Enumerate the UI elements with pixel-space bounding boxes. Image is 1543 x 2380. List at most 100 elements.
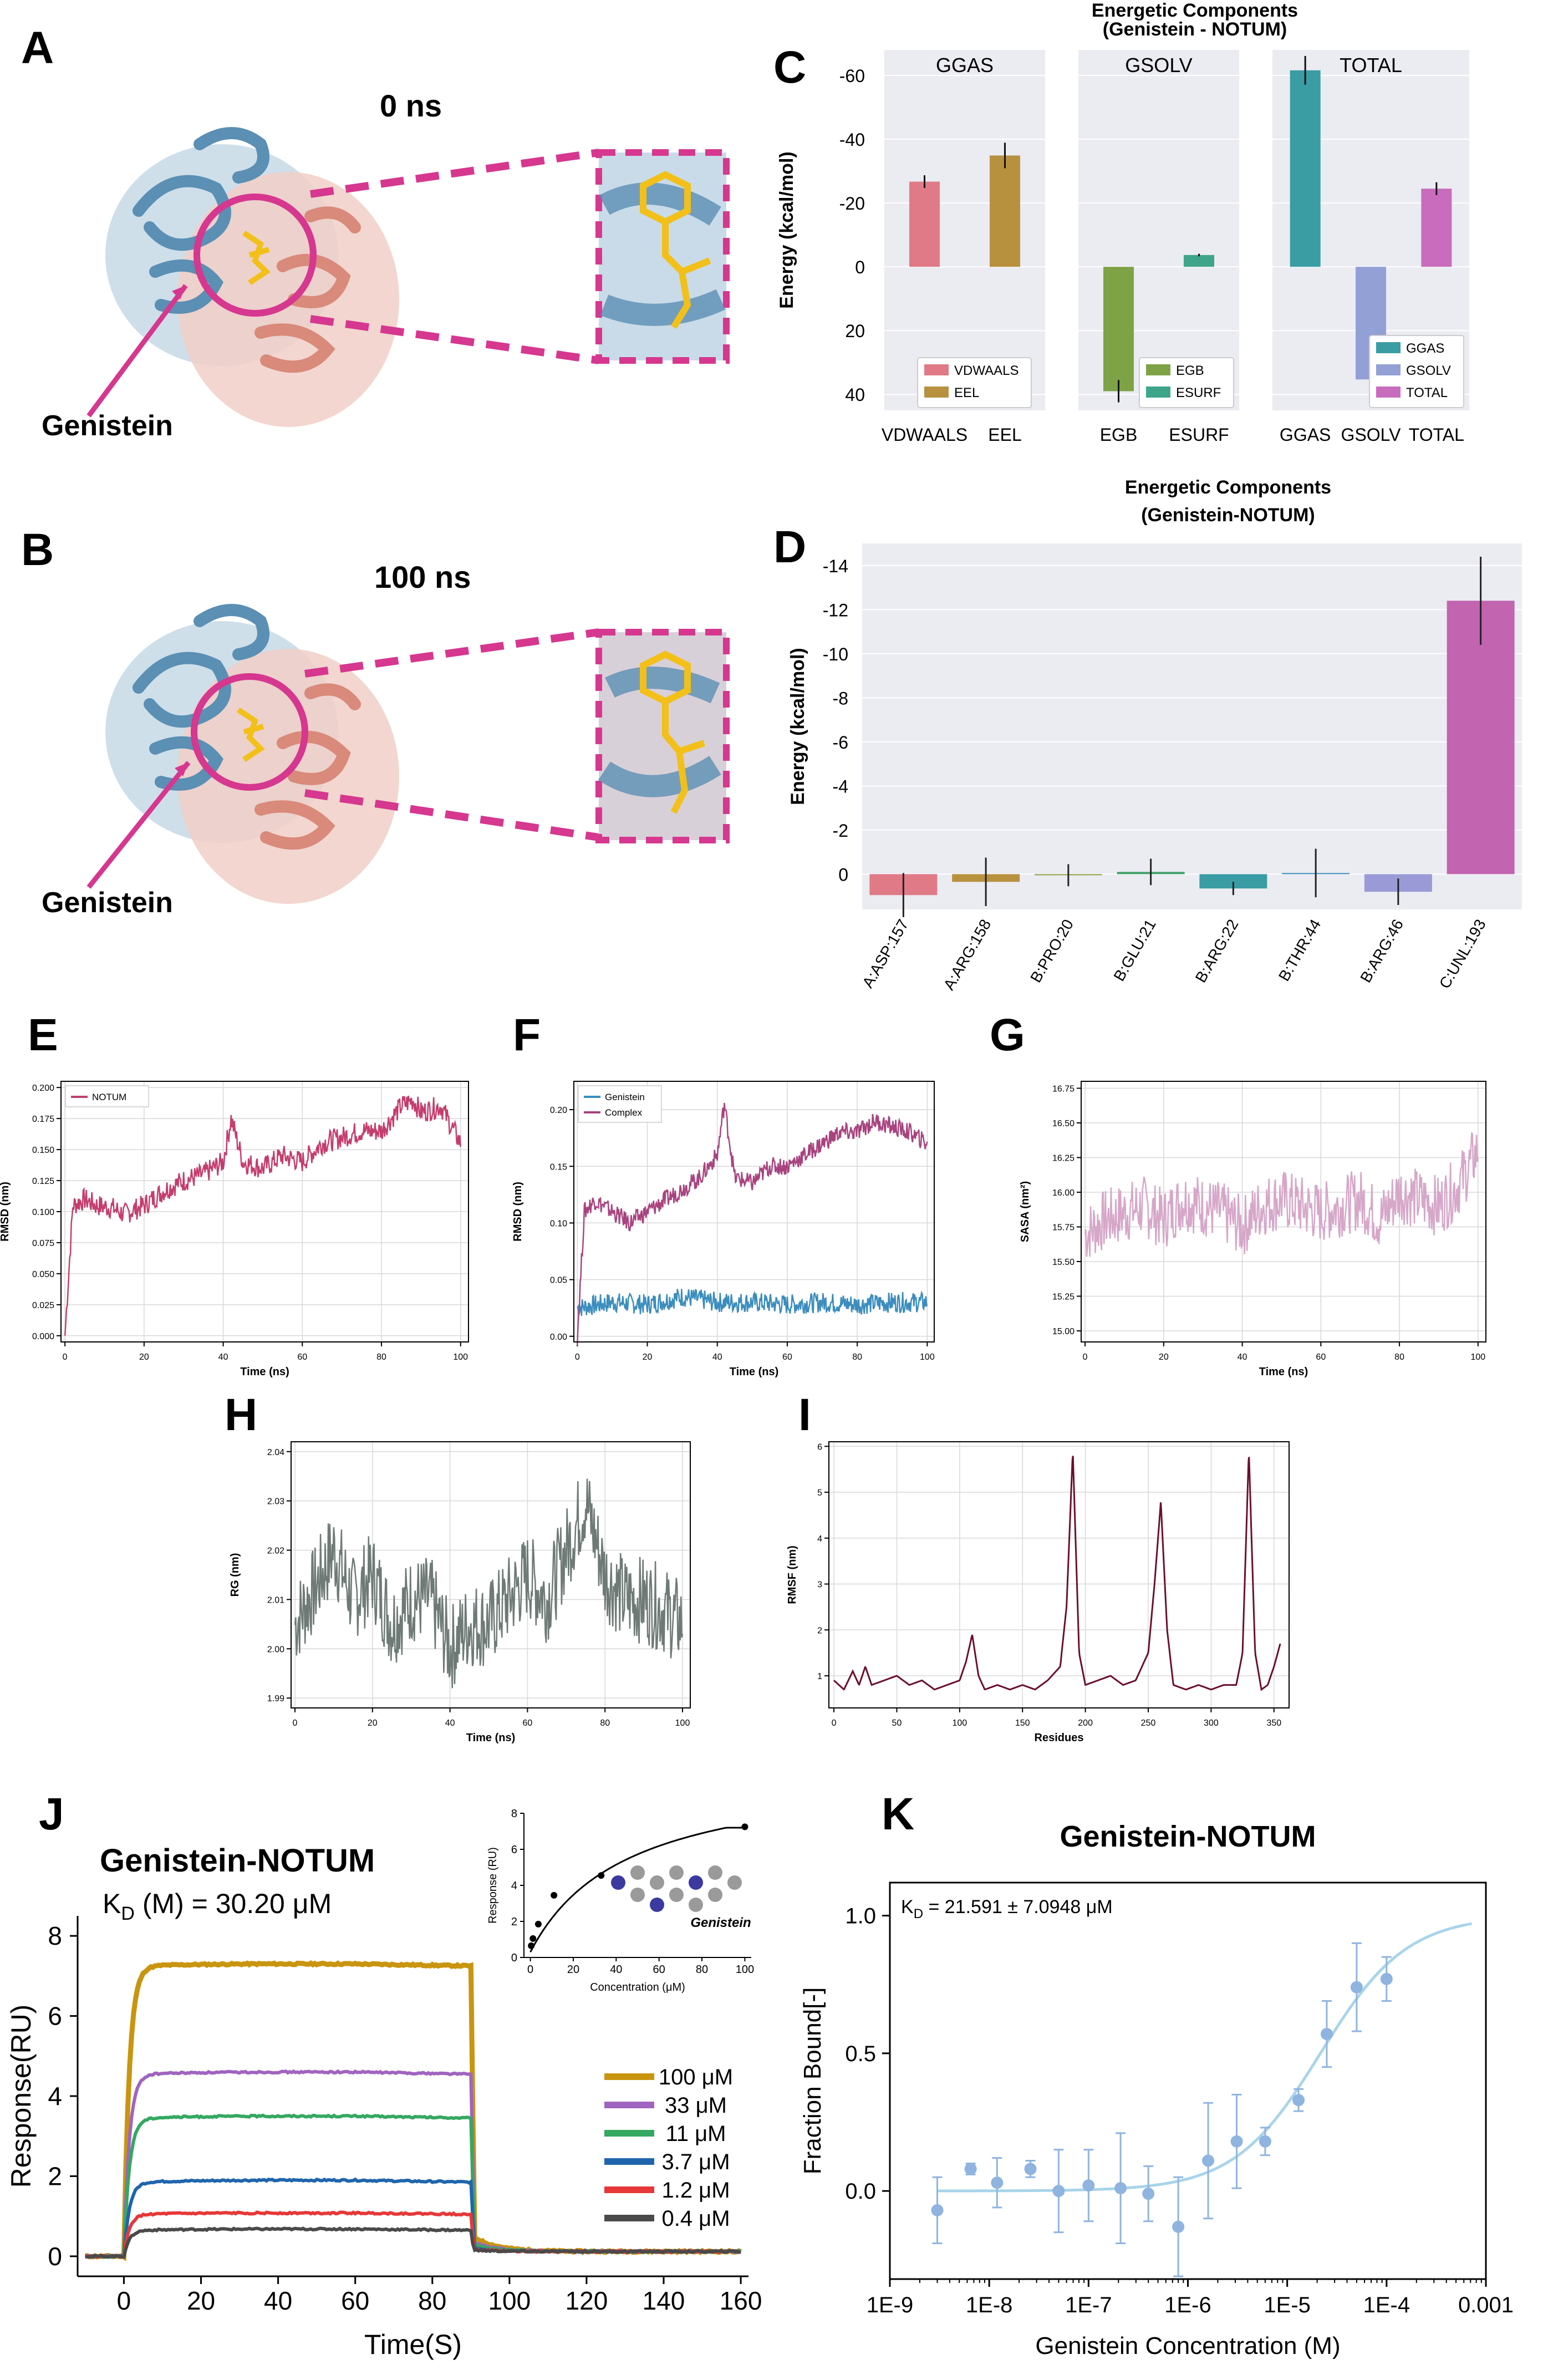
plot-background <box>829 1442 1289 1708</box>
y-tick-label: 0.5 <box>845 2042 876 2066</box>
panel-letter-k: K <box>882 1789 915 1839</box>
y-axis-label: Fraction Bound[-] <box>799 1987 826 2175</box>
legend-label: 11 μM <box>665 2122 726 2146</box>
y-tick-label: 2 <box>48 2162 62 2190</box>
helix-salmon <box>254 206 361 373</box>
zoom-line-bottom <box>304 789 600 841</box>
x-tick-label: 60 <box>341 2286 369 2315</box>
x-tick-label: GSOLV <box>1341 425 1402 445</box>
y-tick-label: -4 <box>833 776 848 796</box>
ligand-arrowhead <box>175 762 189 776</box>
x-tick-label: 20 <box>643 1352 653 1362</box>
y-tick-label: 0.000 <box>32 1332 54 1341</box>
legend-label: 100 μM <box>659 2065 733 2089</box>
y-axis-label: SASA (nm²) <box>1019 1181 1031 1242</box>
x-tick-label: C:UNL:193 <box>1436 917 1489 991</box>
legend-swatch <box>1146 387 1170 398</box>
x-tick-label: 100 <box>920 1352 935 1362</box>
x-tick-label: 80 <box>852 1352 862 1362</box>
y-tick-label: 4 <box>817 1534 822 1544</box>
molecule-atom <box>669 1865 684 1880</box>
time-label: 0 ns <box>380 88 442 123</box>
x-tick-label: EEL <box>988 425 1021 445</box>
molecule-label: Genistein <box>690 1915 751 1930</box>
time-label: 100 ns <box>374 560 471 594</box>
bar-residue <box>1447 601 1515 874</box>
y-tick-label: 2.01 <box>267 1595 284 1605</box>
x-tick-label: 0 <box>1083 1352 1088 1362</box>
molecule-atom <box>611 1875 625 1890</box>
chart-i-rmsf: 0 50 100 150 200 250 300 350 1 2 3 4 5 6 Residues RMSF … <box>786 1441 1290 1744</box>
x-tick-label: 40 <box>1238 1352 1247 1362</box>
panel-letter-a: A <box>21 23 54 73</box>
plot-background <box>862 543 1522 909</box>
molecule-atom <box>630 1888 645 1902</box>
inset-x-axis-label: Concentration (μM) <box>590 1981 685 1993</box>
panel-letter-d: D <box>773 522 807 572</box>
y-tick-label: 2.00 <box>267 1645 284 1654</box>
inset-data-point <box>528 1942 535 1949</box>
y-tick-label: 3 <box>817 1580 822 1590</box>
y-tick-label: 0 <box>48 2242 62 2271</box>
molecule-atom <box>669 1888 684 1902</box>
sensorgram-2 <box>85 2113 742 2259</box>
inset-x-tick-label: 40 <box>610 1964 622 1976</box>
x-tick-label: 80 <box>1394 1352 1404 1362</box>
legend-label: Genistein <box>605 1092 645 1102</box>
inset-data-point <box>598 1872 605 1879</box>
x-tick-label: 100 <box>1470 1352 1485 1362</box>
y-tick-label: 16.25 <box>1052 1154 1075 1163</box>
x-tick-label: B:GLU:21 <box>1110 917 1159 984</box>
helix-blue <box>133 127 269 314</box>
data-point <box>964 2163 977 2175</box>
legend-label: GSOLV <box>1406 363 1451 378</box>
x-tick-label: 60 <box>297 1352 307 1362</box>
y-axis-label: RMSF (nm) <box>786 1545 798 1604</box>
panel-letter-f: F <box>513 1010 541 1060</box>
x-tick-label: VDWAALS <box>882 425 967 445</box>
genistein-molecule-sketch <box>611 1865 742 1912</box>
x-tick-label: 80 <box>376 1352 386 1362</box>
panel-letter-g: G <box>990 1010 1025 1060</box>
y-axis-label: RG (nm) <box>229 1553 241 1597</box>
molecule-atom <box>650 1875 664 1890</box>
y-tick-label: 8 <box>48 1921 62 1950</box>
series-line-trace <box>294 1478 684 1689</box>
inset-y-tick-label: 8 <box>511 1808 517 1820</box>
x-tick-label: 20 <box>1159 1352 1169 1362</box>
x-tick-label: B:ARG:22 <box>1192 917 1242 986</box>
molecule-atom <box>689 1875 703 1890</box>
ligand-arrow <box>86 761 191 889</box>
kd-label: KD (M) = 30.20 μM <box>103 1888 332 1924</box>
bar-total <box>1421 189 1452 267</box>
series-line-notum <box>64 1095 461 1336</box>
legend-swatch <box>1376 387 1401 398</box>
x-tick-label: 0 <box>117 2286 131 2315</box>
plot-frame <box>573 1081 935 1342</box>
series-line-trace <box>1084 1132 1479 1257</box>
y-tick-label: 0 <box>838 864 848 884</box>
molecule-atom <box>708 1865 722 1880</box>
inset-y-tick-label: 4 <box>511 1880 517 1892</box>
y-tick-label: 16.00 <box>1052 1188 1075 1198</box>
x-tick-label: 1E-5 <box>1264 2293 1311 2317</box>
x-tick-label: 20 <box>139 1352 149 1362</box>
bar-eel <box>990 155 1020 267</box>
molecule-atom <box>708 1888 722 1902</box>
x-tick-label: 1E-4 <box>1363 2293 1410 2317</box>
y-tick-label: 1.99 <box>267 1694 284 1703</box>
x-tick-label: 140 <box>643 2286 685 2315</box>
legend-swatch <box>1376 364 1401 375</box>
binding-site-circle <box>191 673 308 791</box>
y-tick-label: 20 <box>845 321 865 341</box>
helix-blue <box>133 604 269 791</box>
chart-d-per-residue-energy: Energetic Components (Genistein-NOTUM) -14… <box>787 477 1522 993</box>
y-tick-label: -20 <box>839 194 865 213</box>
x-tick-label: 0 <box>832 1718 837 1728</box>
data-point <box>991 2176 1004 2189</box>
x-tick-label: 20 <box>368 1718 378 1728</box>
x-tick-label: 1E-8 <box>966 2293 1013 2317</box>
inset-y-axis-label: Response (RU) <box>487 1847 499 1924</box>
bar-esurf <box>1184 255 1214 267</box>
y-axis-label: RMSD (nm) <box>512 1182 524 1242</box>
